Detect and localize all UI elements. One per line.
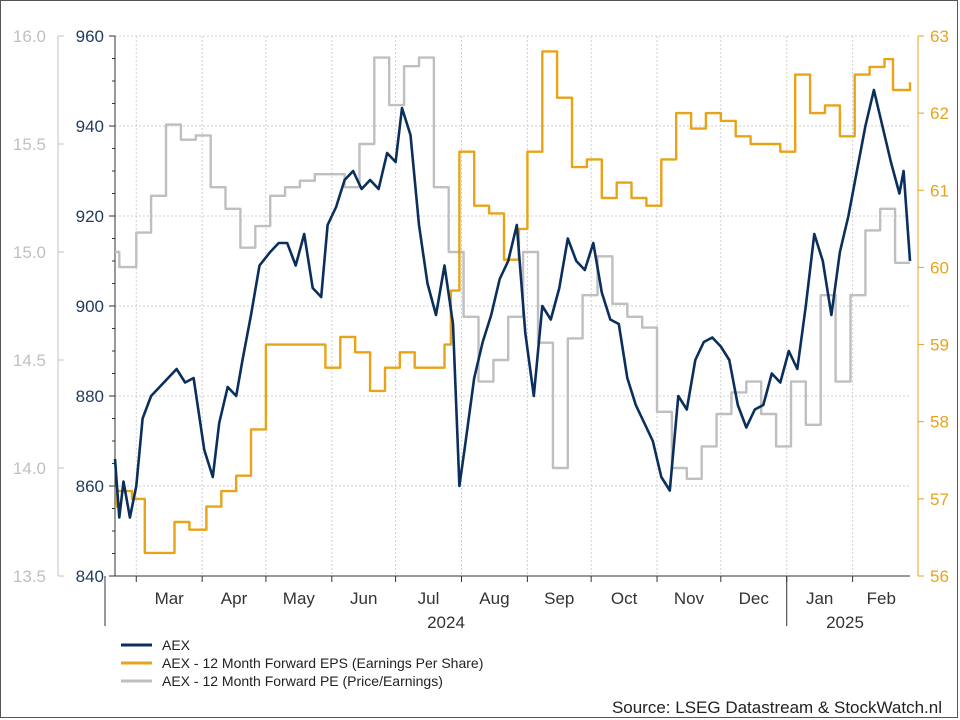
aex-tick-label: 940 [76,117,104,136]
eps-tick-label: 63 [930,27,949,46]
legend: AEX AEX - 12 Month Forward EPS (Earnings … [121,637,483,689]
month-label: Jun [350,589,377,608]
pe-tick-label: 16.0 [13,27,46,46]
aex-tick-label: 960 [76,27,104,46]
aex-tick-label: 840 [76,567,104,586]
eps-tick-label: 62 [930,104,949,123]
aex-line [113,88,912,519]
month-label: Nov [674,589,705,608]
pe-tick-label: 14.0 [13,459,46,478]
pe-tick-label: 15.0 [13,243,46,262]
legend-entry-label: AEX - 12 Month Forward PE (Price/Earning… [162,673,443,689]
month-label: Apr [221,589,248,608]
month-label: Mar [155,589,185,608]
month-label: Sep [544,589,574,608]
axes [57,35,924,626]
tick-labels: 13.5 14.0 14.5 15.0 15.5 16.0 840 860 880 900 920 9… [13,27,949,632]
eps-tick-label: 61 [930,181,949,200]
eps-tick-label: 57 [930,490,949,509]
source-label: Source: LSEG Datastream & StockWatch.nl [612,698,942,717]
aex-tick-label: 900 [76,297,104,316]
aex-tick-label: 920 [76,207,104,226]
eps-tick-label: 60 [930,258,949,277]
month-label: Dec [739,589,770,608]
month-label: May [283,589,316,608]
pe-tick-label: 14.5 [13,351,46,370]
aex-tick-label: 860 [76,477,104,496]
year-label: 2025 [826,613,864,632]
series-lines [113,50,912,555]
month-label: Aug [479,589,509,608]
month-label: Feb [867,589,896,608]
legend-entry-label: AEX [162,637,191,653]
month-label: Jul [418,589,440,608]
month-label: Oct [611,589,638,608]
aex-tick-label: 880 [76,387,104,406]
pe-tick-label: 13.5 [13,567,46,586]
grid-lines [115,35,910,577]
legend-entry-label: AEX - 12 Month Forward EPS (Earnings Per… [162,655,483,671]
eps-line [115,50,912,555]
eps-tick-label: 56 [930,567,949,586]
pe-line [115,56,910,480]
month-label: Jan [806,589,833,608]
eps-tick-label: 58 [930,413,949,432]
year-label: 2024 [427,613,465,632]
pe-tick-label: 15.5 [13,135,46,154]
eps-tick-label: 59 [930,336,949,355]
